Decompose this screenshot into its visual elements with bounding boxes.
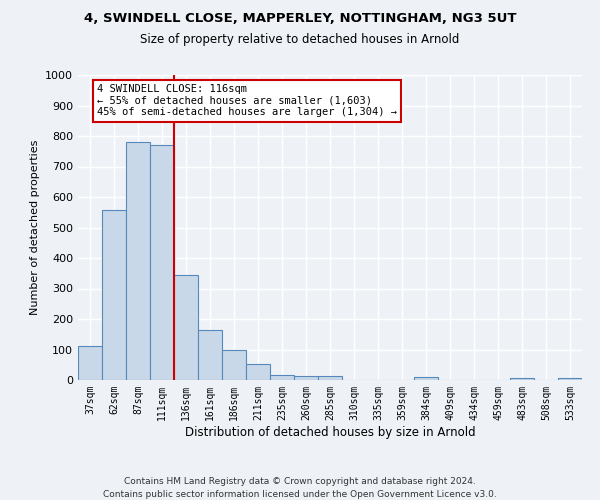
Text: 4 SWINDELL CLOSE: 116sqm
← 55% of detached houses are smaller (1,603)
45% of sem: 4 SWINDELL CLOSE: 116sqm ← 55% of detach… [97, 84, 397, 117]
Bar [558, 378, 582, 380]
Text: Size of property relative to detached houses in Arnold: Size of property relative to detached ho… [140, 32, 460, 46]
Bar [246, 364, 270, 380]
Bar [174, 276, 198, 380]
Text: Contains public sector information licensed under the Open Government Licence v3: Contains public sector information licen… [103, 490, 497, 499]
Bar [414, 377, 438, 380]
Bar [150, 145, 174, 380]
Bar [222, 350, 246, 380]
Bar [318, 376, 342, 380]
X-axis label: Distribution of detached houses by size in Arnold: Distribution of detached houses by size … [185, 426, 475, 438]
Bar [102, 210, 126, 380]
Text: 4, SWINDELL CLOSE, MAPPERLEY, NOTTINGHAM, NG3 5UT: 4, SWINDELL CLOSE, MAPPERLEY, NOTTINGHAM… [84, 12, 516, 26]
Bar [510, 378, 534, 380]
Bar [294, 376, 318, 380]
Y-axis label: Number of detached properties: Number of detached properties [29, 140, 40, 315]
Bar [78, 346, 102, 380]
Bar [126, 142, 150, 380]
Text: Contains HM Land Registry data © Crown copyright and database right 2024.: Contains HM Land Registry data © Crown c… [124, 478, 476, 486]
Bar [270, 374, 294, 380]
Bar [198, 330, 222, 380]
